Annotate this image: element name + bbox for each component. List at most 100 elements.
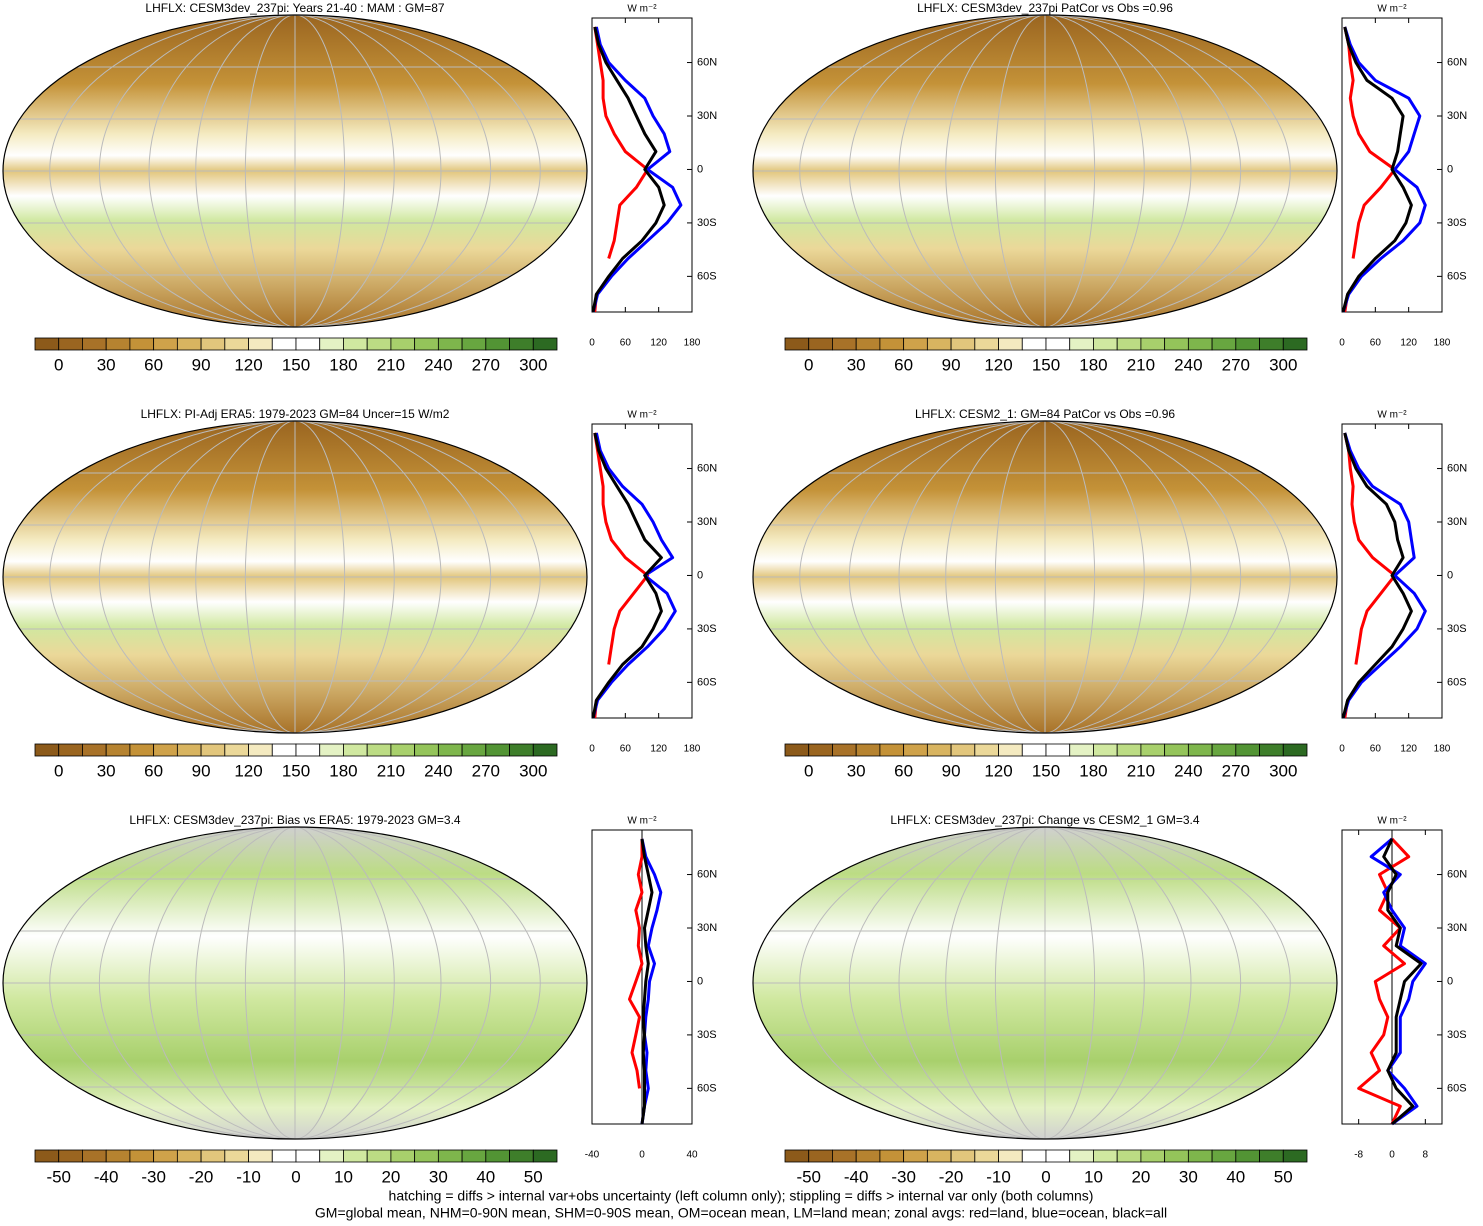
colorbar-box [832, 743, 857, 757]
map-title: LHFLX: CESM3dev_237pi PatCor vs Obs =0.9… [917, 1, 1173, 15]
colorbar-box [1093, 337, 1118, 351]
y-tick-label: 60N [1447, 56, 1467, 68]
x-tick-label: 60 [1370, 338, 1382, 349]
colorbar-label: 30 [1179, 1167, 1198, 1186]
colorbar-label: 120 [234, 761, 262, 780]
map-border [2, 826, 588, 1140]
graticule [753, 827, 1337, 1139]
y-tick-label: 60S [697, 270, 717, 282]
colorbar-label: 150 [282, 355, 310, 374]
zonal-units: W m⁻² [627, 4, 657, 15]
meridian [195, 15, 395, 327]
colorbar-box [224, 743, 249, 757]
meridian [945, 15, 1145, 327]
x-tick-label: 0 [1339, 338, 1345, 349]
colorbar-box [271, 743, 297, 757]
map-border [2, 420, 588, 734]
colorbar-box [153, 1149, 178, 1163]
colorbar-box [200, 337, 226, 351]
meridian [195, 827, 395, 1139]
y-tick-label: 30S [697, 1029, 717, 1041]
x-tick-label: 180 [684, 338, 701, 349]
colorbar-label: 10 [1084, 1167, 1103, 1186]
colorbar-box [1282, 743, 1308, 757]
colorbar-box [1140, 337, 1166, 351]
colorbar-box [1116, 337, 1142, 351]
colorbar-box [129, 337, 155, 351]
colorbar-box [1164, 743, 1189, 757]
meridian [898, 421, 1192, 733]
colorbar-box [176, 743, 202, 757]
map-title: LHFLX: CESM2_1: GM=84 PatCor vs Obs =0.9… [915, 407, 1175, 421]
meridian [244, 421, 346, 733]
colorbar-box [832, 1149, 857, 1163]
colorbar-label: 60 [144, 355, 163, 374]
colorbar-box [1045, 743, 1071, 757]
colorbar-label: 0 [804, 761, 813, 780]
y-tick-label: 0 [697, 163, 703, 175]
colorbar-box [485, 1149, 510, 1163]
y-tick-label: 30N [697, 922, 717, 934]
meridian [244, 827, 346, 1139]
x-tick-label: 0 [589, 744, 595, 755]
colorbar-label: 50 [524, 1167, 543, 1186]
colorbar-label: 180 [329, 761, 357, 780]
colorbar-box [509, 1149, 534, 1163]
zonal-units: W m⁻² [627, 410, 657, 421]
colorbar-box [176, 337, 202, 351]
colorbar-box [1093, 743, 1118, 757]
colorbar-box [105, 1149, 131, 1163]
y-tick-label: 30N [1447, 922, 1467, 934]
colorbar-box [295, 743, 321, 757]
y-tick-label: 60N [1447, 462, 1467, 474]
meridian [848, 421, 1242, 733]
x-tick-label: 0 [639, 1150, 645, 1161]
colorbar-box [390, 1149, 416, 1163]
colorbar-box [82, 337, 107, 351]
zonal-units: W m⁻² [1377, 816, 1407, 827]
zonal-line [640, 838, 663, 1125]
y-tick-label: 60S [697, 676, 717, 688]
colorbar-box [1211, 1149, 1237, 1163]
x-tick-label: 180 [1434, 744, 1451, 755]
meridian [799, 421, 1291, 733]
colorbar-box [295, 337, 321, 351]
colorbar-box [153, 337, 178, 351]
zonal-line [628, 838, 644, 1089]
y-tick-label: 60N [697, 868, 717, 880]
x-tick-label: 120 [1400, 744, 1417, 755]
colorbar-box [461, 337, 487, 351]
colorbar-box [509, 337, 534, 351]
colorbar-box [461, 743, 487, 757]
footer-line: hatching = diffs > internal var+obs unce… [389, 1188, 1094, 1204]
y-tick-label: 30N [1447, 516, 1467, 528]
y-tick-label: 30S [1447, 623, 1467, 635]
colorbar-box [390, 743, 416, 757]
colorbar-box [998, 337, 1023, 351]
zonal-units: W m⁻² [627, 816, 657, 827]
colorbar-box [1259, 743, 1284, 757]
colorbar-label: 60 [894, 355, 913, 374]
colorbar-box [366, 743, 392, 757]
colorbar-label: 0 [804, 355, 813, 374]
zonal-line [591, 26, 666, 313]
colorbar-label: 120 [984, 355, 1012, 374]
graticule [753, 421, 1337, 733]
colorbar-box [58, 743, 83, 757]
colorbar-label: 150 [282, 761, 310, 780]
colorbar-label: -30 [141, 1167, 166, 1186]
colorbar-box [224, 1149, 249, 1163]
colorbar-box [1282, 337, 1308, 351]
colorbar-box [855, 743, 881, 757]
y-tick-label: 30S [697, 217, 717, 229]
colorbar-label: -40 [844, 1167, 869, 1186]
map-border [752, 14, 1338, 328]
colorbar-label: -50 [796, 1167, 821, 1186]
colorbar-label: -20 [189, 1167, 214, 1186]
colorbar-label: 210 [377, 355, 405, 374]
x-tick-label: 120 [1400, 338, 1417, 349]
colorbar-box [485, 743, 510, 757]
colorbar-box [532, 337, 558, 351]
x-tick-label: -8 [1354, 1150, 1363, 1161]
colorbar-label: 60 [894, 761, 913, 780]
